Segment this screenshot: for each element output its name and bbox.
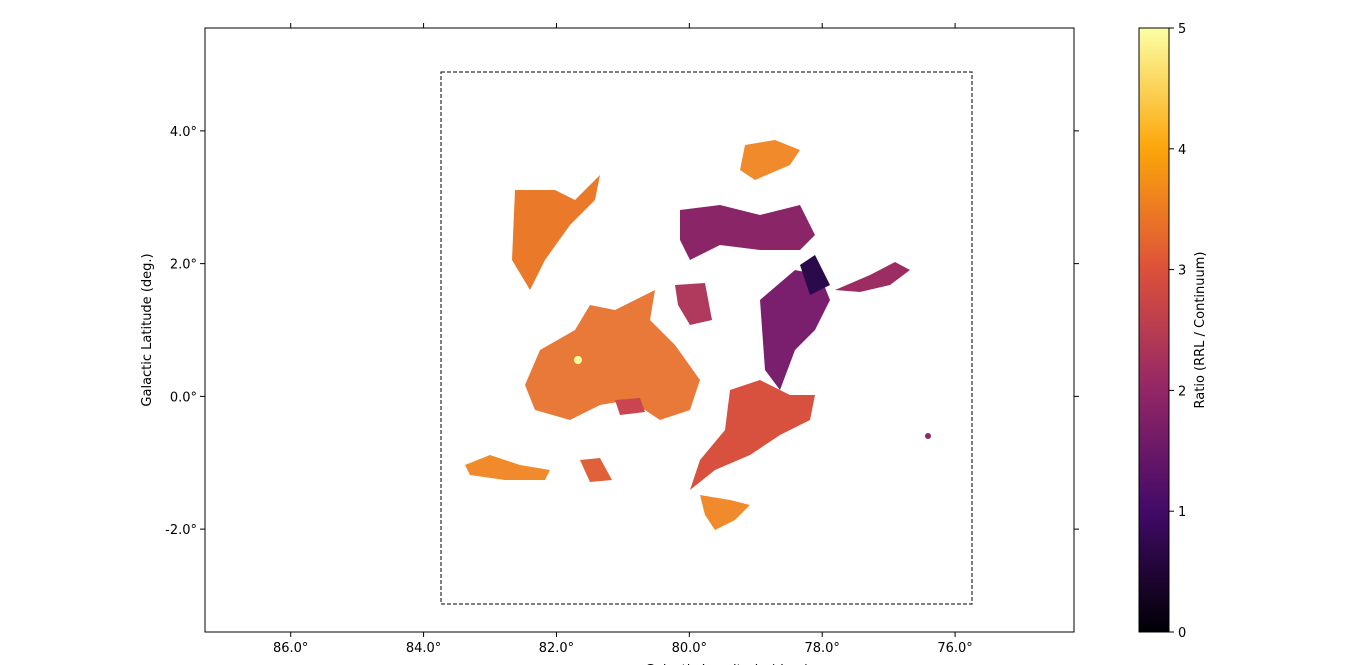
x-tick-label: 76.0°	[937, 641, 972, 656]
x-tick-label: 80.0°	[672, 641, 707, 656]
colorbar-label: Ratio (RRL / Continuum)	[1193, 252, 1208, 409]
y-tick-label: -2.0°	[165, 523, 197, 538]
x-tick-label: 82.0°	[539, 641, 574, 656]
y-tick-label: 2.0°	[170, 258, 197, 273]
y-axis-label: Galactic Latitude (deg.)	[140, 253, 155, 406]
colorbar	[1138, 27, 1170, 633]
emission-map	[465, 140, 931, 530]
region-box	[440, 71, 973, 605]
colorbar-tick-label: 5	[1178, 22, 1186, 37]
y-tick-label: 0.0°	[170, 390, 197, 405]
x-tick-label: 84.0°	[406, 641, 441, 656]
colorbar-tick-label: 1	[1178, 505, 1186, 520]
x-axis-label: Galactic Longitude (deg.)	[645, 663, 809, 665]
colorbar-tick-label: 0	[1178, 626, 1186, 641]
colorbar-tick-label: 4	[1178, 143, 1186, 158]
colorbar-tick-label: 3	[1178, 264, 1186, 279]
colorbar-tick-label: 2	[1178, 384, 1186, 399]
y-tick-label: 4.0°	[170, 125, 197, 140]
plot-frame	[204, 27, 1075, 633]
x-tick-label: 78.0°	[804, 641, 839, 656]
x-tick-label: 86.0°	[273, 641, 308, 656]
